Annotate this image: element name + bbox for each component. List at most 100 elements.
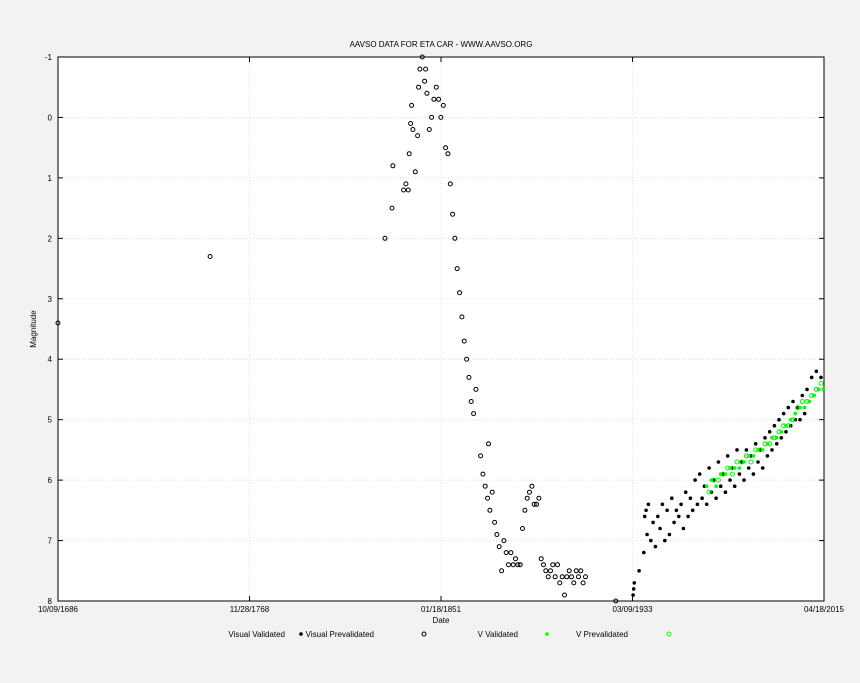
v-validated-point — [788, 417, 793, 422]
v-validated-point — [746, 454, 751, 458]
visual-prevalidated-point — [429, 114, 435, 120]
y-tick-label: 7 — [48, 537, 53, 546]
y-tick-label: 4 — [48, 355, 53, 364]
visual-validated-point — [774, 442, 779, 446]
visual-prevalidated-point — [55, 320, 61, 326]
visual-prevalidated-point — [569, 574, 574, 580]
visual-prevalidated-point — [438, 114, 444, 120]
visual-validated-point — [667, 532, 672, 537]
visual-prevalidated-point — [506, 562, 511, 568]
y-tick-label: 1 — [48, 174, 53, 183]
visual-prevalidated-point — [406, 151, 412, 157]
visual-validated-point — [674, 508, 679, 513]
v-validated-point — [751, 454, 756, 458]
visual-prevalidated-point — [573, 568, 579, 574]
visual-validated-point — [723, 490, 728, 495]
visual-prevalidated-point — [464, 356, 470, 362]
visual-prevalidated-point — [513, 556, 518, 562]
y-axis-label: Magnitude — [29, 310, 38, 348]
visual-prevalidated-point — [534, 501, 539, 507]
visual-validated-point — [649, 538, 653, 543]
visual-prevalidated-point — [489, 489, 495, 495]
visual-prevalidated-point — [471, 411, 477, 417]
v-validated-point — [709, 478, 714, 482]
visual-validated-point — [704, 502, 709, 507]
visual-validated-point — [695, 502, 700, 507]
visual-prevalidated-point — [531, 501, 537, 507]
legend: Visual Validated Visual Prevalidated V Val… — [228, 630, 672, 639]
visual-validated-point — [679, 502, 683, 507]
v-validated-point — [728, 466, 732, 470]
visual-validated-point — [760, 466, 765, 470]
visual-prevalidated-point — [450, 211, 456, 217]
visual-validated-point — [686, 514, 690, 519]
visual-validated-point — [681, 526, 686, 531]
visual-prevalidated-point — [576, 574, 581, 580]
visual-prevalidated-point — [417, 66, 423, 72]
visual-prevalidated-point — [389, 205, 395, 211]
visual-validated-point — [653, 544, 658, 549]
visual-validated-point — [809, 375, 814, 380]
visual-prevalidated-point — [480, 471, 486, 477]
grid — [58, 57, 824, 601]
visual-prevalidated-point — [416, 84, 422, 90]
x-tick-label: 03/09/1933 — [613, 605, 654, 614]
visual-validated-point — [805, 387, 809, 392]
visual-prevalidated-point — [543, 568, 549, 574]
visual-prevalidated-point — [564, 574, 570, 580]
legend-marker-v-prevalidated — [666, 631, 672, 637]
v-validated-point — [779, 430, 784, 434]
visual-prevalidated-point — [461, 338, 467, 344]
y-tick-label: 8 — [48, 597, 53, 606]
visual-prevalidated-point — [522, 507, 528, 513]
visual-validated-point — [677, 514, 681, 519]
data-marks — [55, 54, 826, 604]
visual-validated-point — [637, 569, 641, 573]
visual-validated-point — [714, 496, 718, 501]
visual-validated-point — [772, 423, 777, 428]
y-tick-label: 5 — [48, 416, 53, 425]
visual-validated-point — [631, 587, 636, 591]
x-tick-label: 01/18/1851 — [421, 605, 462, 614]
visual-prevalidated-point — [487, 507, 493, 513]
visual-validated-point — [800, 393, 805, 398]
visual-prevalidated-point — [503, 550, 509, 556]
visual-validated-point — [735, 448, 739, 452]
visual-prevalidated-point — [486, 441, 491, 447]
visual-prevalidated-point — [422, 78, 428, 84]
visual-validated-point — [798, 417, 802, 422]
visual-prevalidated-point — [426, 127, 432, 132]
visual-prevalidated-point — [510, 562, 516, 568]
x-tick-label: 11/28/1768 — [230, 605, 270, 614]
visual-prevalidated-point — [613, 598, 619, 604]
v-prevalidated-point — [748, 459, 754, 465]
v-prevalidated-point — [715, 477, 721, 483]
visual-validated-point — [718, 484, 723, 489]
visual-prevalidated-point — [485, 495, 491, 501]
visual-prevalidated-point — [423, 66, 429, 72]
visual-validated-point — [663, 538, 667, 543]
visual-prevalidated-point — [390, 163, 396, 169]
v-prevalidated-point — [818, 380, 824, 386]
visual-prevalidated-point — [415, 133, 421, 139]
v-validated-point — [765, 442, 770, 446]
visual-prevalidated-point — [520, 526, 525, 531]
visual-validated-point — [819, 375, 823, 380]
visual-validated-point — [751, 472, 756, 476]
visual-validated-point — [770, 448, 774, 452]
visual-prevalidated-point — [529, 483, 535, 489]
v-validated-point — [774, 436, 779, 440]
visual-validated-point — [693, 478, 697, 482]
visual-prevalidated-point — [408, 121, 414, 126]
v-validated-point — [770, 436, 774, 440]
visual-prevalidated-point — [454, 266, 460, 272]
v-validated-point — [737, 466, 742, 470]
v-validated-point — [793, 411, 798, 416]
visual-prevalidated-point — [499, 568, 505, 574]
visual-prevalidated-point — [409, 102, 415, 108]
visual-prevalidated-point — [555, 562, 560, 568]
legend-label-visual-prevalidated: Visual Prevalidated — [306, 630, 374, 639]
visual-validated-point — [644, 508, 648, 513]
visual-prevalidated-point — [559, 574, 565, 580]
visual-validated-point — [786, 405, 791, 410]
